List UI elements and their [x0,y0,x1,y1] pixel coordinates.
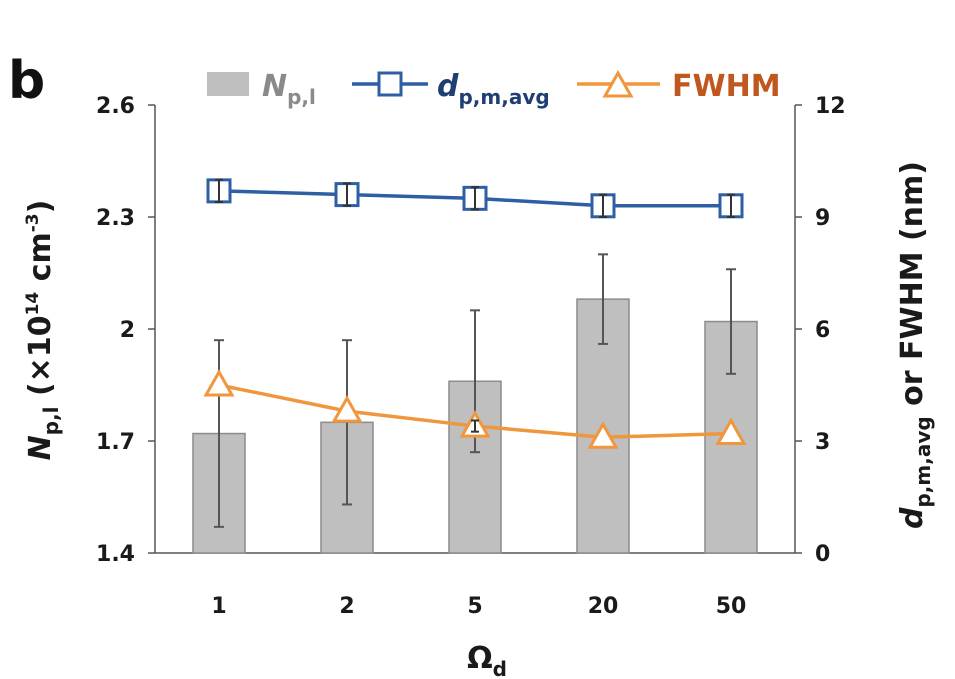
legend: Np,l dp,m,avg FWHM [207,69,781,109]
y-right-tick-label: 3 [815,430,830,455]
y-right-tick-label: 0 [815,542,830,567]
y-left-tick-label: 1.7 [96,430,135,455]
marker-triangle [587,421,619,449]
x-tick-label: 20 [588,594,619,619]
x-tick-label: 2 [339,594,354,619]
x-tick-label: 1 [211,594,226,619]
legend-swatch-bar [207,72,249,96]
marker-triangle [203,368,235,397]
y-right-tick-label: 6 [815,318,830,343]
y-left-tick-label: 2.3 [96,206,135,231]
y-left-tick-label: 2 [120,318,135,343]
y-left-tick-label: 2.6 [96,94,135,119]
y-left-tick-label: 1.4 [96,542,135,567]
marker-triangle [331,395,363,423]
legend-label-fwhm: FWHM [672,69,781,104]
y-axis-right-title: dp,m,avg or FWHM (nm) [895,161,935,529]
legend-label-d: dp,m,avg [437,69,550,109]
marker-triangle [715,417,747,446]
y-axis-left-title: Np,l (×1014 cm-3) [23,200,63,461]
line-series [203,178,747,449]
y-right-tick-label: 12 [815,94,846,119]
y-right-tick-label: 9 [815,206,830,231]
x-tick-label: 5 [467,594,482,619]
legend-marker-triangle [602,69,634,98]
x-axis-title: Ωd [467,641,507,679]
legend-label-bar: Np,l [262,69,316,109]
legend-marker-square [377,71,403,97]
bar-series [192,253,758,554]
x-tick-label: 50 [716,594,747,619]
panel-label: b [8,51,45,111]
